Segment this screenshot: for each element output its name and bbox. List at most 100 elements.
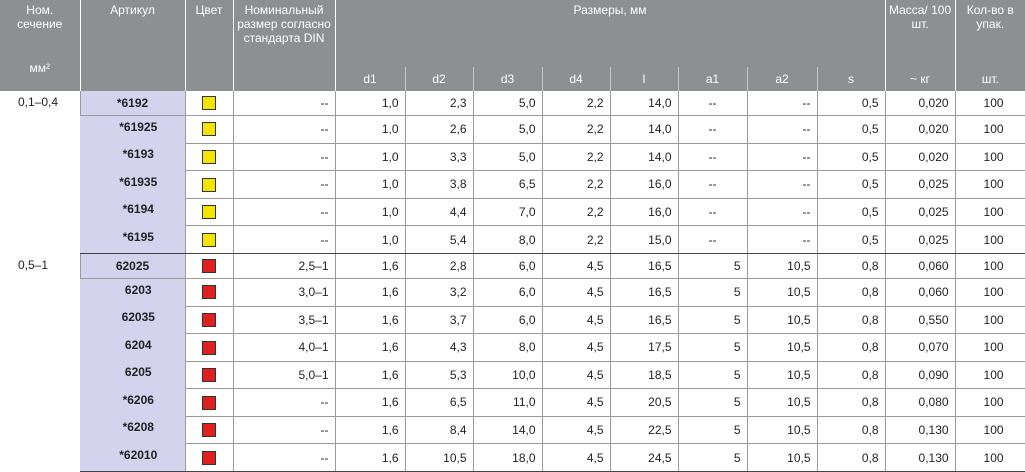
size-cell: 1,6 (334, 306, 405, 334)
size-cell: 1,6 (334, 361, 405, 389)
size-cell: 22,5 (609, 416, 678, 444)
size-cell: 4,5 (541, 333, 610, 362)
color-cell (184, 198, 233, 226)
section-cell: 0,1–0,4 (18, 95, 59, 109)
din-cell: -- (232, 198, 335, 226)
mass-cell: 0,130 (884, 416, 956, 444)
size-cell: 18,0 (472, 443, 542, 472)
size-cell: 4,5 (541, 443, 610, 472)
color-swatch-icon (202, 96, 216, 111)
color-cell (184, 306, 233, 334)
size-cell: 0,8 (816, 333, 886, 362)
din-cell: -- (232, 388, 335, 417)
din-cell: 4,0–1 (232, 333, 335, 362)
table-row: 6204 4,0–1 1,6 4,3 8,0 4,5 17,5 5 10,5 0,8 0,070 10… (0, 333, 1025, 362)
qty-cell: 100 (954, 170, 1025, 199)
din-cell: -- (232, 91, 335, 116)
size-cell: 0,5 (816, 143, 886, 171)
table-row: 0,5–1 62025 2,5–1 1,6 2,8 6,0 4,5 16,5 5 10,5 0,8 0… (0, 253, 1025, 279)
size-cell: 0,5 (816, 170, 886, 199)
header-color: Цвет (184, 0, 233, 91)
size-cell: 0,8 (816, 416, 886, 444)
qty-cell: 100 (954, 278, 1025, 307)
color-swatch-icon (202, 259, 216, 274)
size-cell: 7,0 (472, 198, 542, 226)
size-cell: 0,5 (816, 115, 886, 144)
size-cell: 5 (677, 443, 747, 472)
din-cell: -- (232, 416, 335, 444)
size-cell: 16,0 (609, 170, 678, 199)
mass-cell: 0,025 (884, 225, 956, 254)
size-cell: 14,0 (609, 91, 678, 116)
table-row: *6208 -- 1,6 8,4 14,0 4,5 22,5 5 10,5 0,8 0,130 100 (0, 416, 1025, 444)
size-cell: 2,2 (541, 225, 610, 254)
size-cell: 4,5 (541, 416, 610, 444)
size-cell: 10,5 (746, 388, 817, 417)
size-cell: 5 (677, 253, 747, 279)
size-cell: 16,5 (609, 306, 678, 334)
size-cell: 2,3 (404, 91, 473, 116)
size-cell: 5,3 (404, 361, 473, 389)
header-l: l (609, 67, 678, 91)
size-cell: 20,5 (609, 388, 678, 417)
din-cell: -- (232, 443, 335, 472)
size-cell: 3,7 (404, 306, 473, 334)
size-cell: 2,8 (404, 253, 473, 279)
din-cell: 2,5–1 (232, 253, 335, 279)
mass-cell: 0,060 (884, 253, 956, 279)
table-row: *62010 -- 1,6 10,5 18,0 4,5 24,5 5 10,5 0,8 0,130 1… (0, 443, 1025, 472)
color-swatch-icon (202, 122, 216, 137)
qty-cell: 100 (954, 416, 1025, 444)
header-mass-unit: ~ кг (884, 67, 956, 91)
size-cell: 1,0 (334, 143, 405, 171)
size-cell: -- (746, 170, 817, 199)
size-cell: 2,2 (541, 198, 610, 226)
article-cell: *6208 (80, 416, 185, 444)
mass-cell: 0,070 (884, 333, 956, 362)
header-article: Артикул (79, 0, 185, 91)
size-cell: 2,2 (541, 91, 610, 116)
size-cell: 10,5 (746, 306, 817, 334)
mass-cell: 0,020 (884, 115, 956, 144)
article-cell: *6194 (80, 198, 185, 226)
table-row: *6206 -- 1,6 6,5 11,0 4,5 20,5 5 10,5 0,8 0,080 100 (0, 388, 1025, 417)
article-cell: *61925 (80, 115, 185, 143)
size-cell: 16,0 (609, 198, 678, 226)
din-cell: 5,0–1 (232, 361, 335, 389)
size-cell: -- (677, 225, 747, 254)
color-cell (184, 253, 233, 279)
size-cell: 6,0 (472, 253, 542, 279)
size-cell: 14,0 (472, 416, 542, 444)
mass-cell: 0,020 (884, 143, 956, 171)
size-cell: 10,5 (746, 416, 817, 444)
size-cell: 6,0 (472, 278, 542, 307)
size-cell: 14,0 (609, 115, 678, 144)
size-cell: 0,5 (816, 91, 886, 116)
mass-cell: 0,060 (884, 278, 956, 307)
size-cell: 0,8 (816, 278, 886, 307)
color-cell (184, 388, 233, 417)
size-cell: -- (746, 115, 817, 144)
mass-cell: 0,025 (884, 170, 956, 199)
header-d4: d4 (541, 67, 610, 91)
color-swatch-icon (202, 340, 216, 355)
mass-cell: 0,020 (884, 91, 956, 116)
size-cell: 15,0 (609, 225, 678, 254)
header-qty-unit: шт. (954, 67, 1025, 91)
header-din: Номинальный размер согласно стандарта DI… (232, 0, 335, 91)
din-cell: -- (232, 225, 335, 254)
size-cell: 3,3 (404, 143, 473, 171)
size-cell: 5 (677, 416, 747, 444)
size-cell: 1,6 (334, 278, 405, 307)
size-cell: 0,8 (816, 388, 886, 417)
size-cell: 1,6 (334, 388, 405, 417)
din-cell: 3,0–1 (232, 278, 335, 307)
size-cell: 10,5 (404, 443, 473, 472)
table-row: *61935 -- 1,0 3,8 6,5 2,2 16,0 -- -- 0,5 0,025 100 (0, 170, 1025, 199)
color-swatch-icon (202, 205, 216, 220)
size-cell: 8,0 (472, 225, 542, 254)
size-cell: 2,2 (541, 143, 610, 171)
color-cell (184, 278, 233, 307)
size-cell: 3,2 (404, 278, 473, 307)
